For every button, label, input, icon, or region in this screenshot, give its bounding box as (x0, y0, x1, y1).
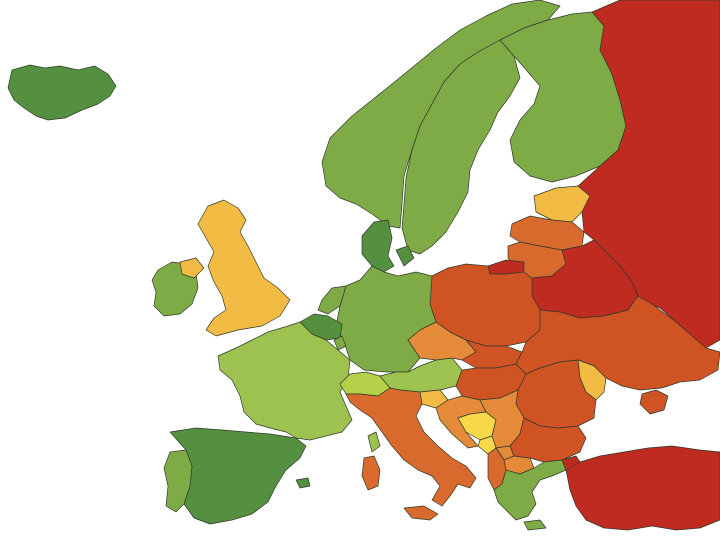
netherlands[interactable] (317, 285, 347, 315)
sardinia[interactable] (361, 455, 381, 491)
bulgaria[interactable] (509, 417, 587, 463)
greece[interactable] (493, 459, 567, 531)
corsica[interactable] (367, 431, 381, 453)
italy[interactable] (345, 387, 477, 521)
iceland[interactable] (7, 64, 117, 121)
denmark[interactable] (361, 219, 415, 273)
montenegro[interactable] (477, 435, 497, 455)
united-kingdom[interactable] (179, 199, 291, 337)
turkey[interactable] (561, 445, 720, 531)
portugal[interactable] (163, 449, 193, 513)
majorca[interactable] (295, 477, 311, 489)
crimea[interactable] (639, 389, 669, 415)
luxembourg[interactable] (333, 335, 347, 351)
france[interactable] (217, 321, 353, 441)
